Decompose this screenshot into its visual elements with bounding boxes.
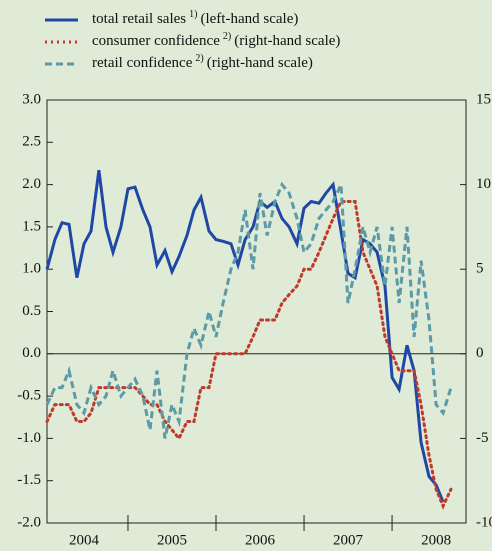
x-tick-label: 2005 <box>157 532 187 548</box>
legend-label: retail confidence 2) (right-hand scale) <box>92 53 313 71</box>
x-tick-label: 2007 <box>333 532 364 548</box>
y2-tick-label: 10 <box>476 176 491 192</box>
y2-tick-label: -10 <box>476 514 492 530</box>
y-tick-label: 3.0 <box>22 91 41 107</box>
x-tick-label: 2004 <box>69 532 100 548</box>
x-tick-label: 2008 <box>421 532 451 548</box>
legend-name: total retail sales <box>92 11 186 27</box>
series-line <box>45 181 453 439</box>
y-tick-label: 0.0 <box>22 345 41 361</box>
y-tick-label: 0.5 <box>22 303 41 319</box>
legend-label: consumer confidence 2) (right-hand scale) <box>92 31 340 49</box>
legend-name: retail confidence <box>92 55 193 71</box>
y-tick-label: -1.0 <box>17 430 41 446</box>
y2-tick-label: -5 <box>476 430 489 446</box>
y-tick-label: 1.0 <box>22 261 41 277</box>
series-line <box>45 200 453 510</box>
y-tick-label: -1.5 <box>17 472 41 488</box>
y-tick-label: -0.5 <box>17 388 41 404</box>
legend-footnote: 2) <box>223 31 231 42</box>
legend-footnote: 2) <box>195 53 203 64</box>
y2-tick-label: 0 <box>476 345 484 361</box>
legend-scale-note: (right-hand scale) <box>234 33 340 49</box>
y-tick-label: 1.5 <box>22 218 41 234</box>
legend-scale-note: (left-hand scale) <box>200 11 298 27</box>
legend-name: consumer confidence <box>92 33 220 49</box>
series-line <box>45 170 445 503</box>
legend-label: total retail sales 1) (left-hand scale) <box>92 9 298 27</box>
legend-scale-note: (right-hand scale) <box>207 55 313 71</box>
y2-tick-label: 15 <box>476 91 491 107</box>
x-tick-label: 2006 <box>245 532 276 548</box>
y-tick-label: 2.0 <box>22 176 41 192</box>
y-tick-label: -2.0 <box>17 514 41 530</box>
y2-tick-label: 5 <box>476 261 484 277</box>
legend-footnote: 1) <box>189 9 197 20</box>
plot-frame <box>46 99 467 524</box>
y-tick-label: 2.5 <box>22 134 41 150</box>
